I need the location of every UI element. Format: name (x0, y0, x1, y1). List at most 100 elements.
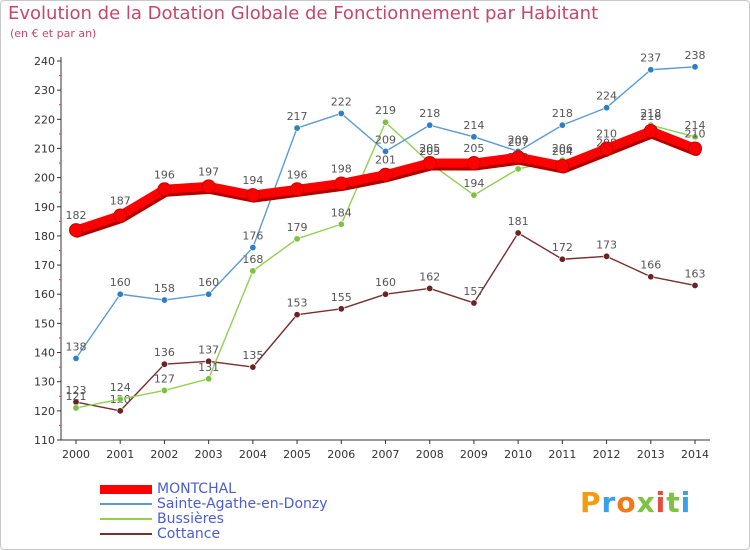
data-label: 160 (375, 276, 396, 289)
data-point (514, 165, 522, 173)
data-point (691, 281, 699, 289)
data-label: 137 (198, 343, 219, 356)
data-point (555, 158, 570, 173)
logo-letter: i (655, 486, 667, 519)
data-label: 194 (463, 177, 484, 190)
x-tick-label: 2010 (504, 448, 532, 461)
y-tick-label: 140 (34, 347, 55, 360)
y-tick-label: 170 (34, 259, 55, 272)
data-point (116, 290, 124, 298)
logo-letter: o (616, 486, 637, 519)
data-point (643, 123, 658, 138)
x-tick-label: 2003 (195, 448, 223, 461)
data-label: 179 (287, 221, 308, 234)
data-point (688, 141, 702, 156)
x-tick-label: 2002 (150, 448, 178, 461)
legend-swatch (100, 503, 152, 505)
data-point (337, 220, 345, 228)
data-point (69, 223, 83, 238)
data-point (116, 407, 124, 415)
data-label: 207 (508, 136, 529, 149)
data-point (337, 305, 345, 313)
data-label: 209 (508, 133, 529, 146)
data-point (511, 150, 526, 165)
data-point (603, 252, 611, 260)
data-point (334, 176, 349, 191)
data-label: 138 (66, 340, 87, 353)
x-tick-label: 2014 (681, 448, 709, 461)
data-label: 181 (508, 215, 529, 228)
data-label: 163 (685, 267, 706, 280)
data-label: 216 (640, 110, 661, 123)
legend-swatch (100, 518, 152, 520)
data-point (249, 244, 257, 252)
data-point (647, 66, 655, 74)
x-tick-label: 2006 (327, 448, 355, 461)
data-point (422, 156, 437, 171)
data-point (691, 133, 699, 141)
data-point (245, 188, 260, 203)
data-point (647, 273, 655, 281)
data-label: 153 (287, 297, 308, 310)
data-label: 206 (552, 142, 573, 155)
data-point (558, 121, 566, 129)
data-label: 196 (287, 168, 308, 181)
data-label: 168 (242, 253, 263, 266)
logo-letter: P (580, 486, 602, 519)
logo-letter: t (666, 486, 681, 519)
data-label: 218 (419, 107, 440, 120)
data-label: 124 (110, 381, 131, 394)
data-point (72, 354, 80, 362)
data-point (249, 363, 257, 371)
data-label: 136 (154, 346, 175, 359)
data-label: 166 (640, 259, 661, 272)
chart-title: Evolution de la Dotation Globale de Fonc… (8, 3, 599, 24)
data-point (337, 109, 345, 117)
y-tick-label: 240 (34, 55, 55, 68)
x-tick-label: 2013 (637, 448, 665, 461)
data-point (381, 118, 389, 126)
legend-label: Sainte-Agathe-en-Donzy (157, 496, 328, 512)
data-point (157, 182, 172, 197)
data-point (160, 386, 168, 394)
data-label: 205 (463, 142, 484, 155)
data-label: 224 (596, 90, 617, 103)
data-point (293, 311, 301, 319)
x-tick-label: 2005 (283, 448, 311, 461)
data-point (201, 179, 216, 194)
y-tick-label: 190 (34, 201, 55, 214)
data-label: 196 (154, 168, 175, 181)
data-label: 218 (640, 107, 661, 120)
data-label: 162 (419, 270, 440, 283)
data-point (470, 299, 478, 307)
data-point (116, 395, 124, 403)
data-label: 123 (66, 384, 87, 397)
data-label: 218 (552, 107, 573, 120)
data-point (113, 208, 128, 223)
data-label: 222 (331, 95, 352, 108)
logo-letter: i (680, 486, 692, 519)
data-label: 187 (110, 195, 131, 208)
data-label: 219 (375, 104, 396, 117)
data-label: 214 (463, 119, 484, 132)
data-label: 210 (596, 127, 617, 140)
x-tick-label: 2004 (239, 448, 267, 461)
data-point (381, 290, 389, 298)
data-label: 205 (419, 142, 440, 155)
data-label: 182 (66, 209, 87, 222)
data-label: 205 (419, 145, 440, 158)
data-label: 237 (640, 52, 661, 65)
data-point (470, 191, 478, 199)
data-point (160, 360, 168, 368)
series-cottance: 1231201361371351531551601621571811721731… (66, 215, 706, 415)
y-tick-label: 160 (34, 288, 55, 301)
x-tick-label: 2001 (106, 448, 134, 461)
data-label: 198 (331, 162, 352, 175)
data-label: 172 (552, 241, 573, 254)
legend-label: Cottance (157, 526, 221, 542)
data-label: 217 (287, 110, 308, 123)
y-tick-label: 220 (34, 113, 55, 126)
data-label: 210 (685, 127, 706, 140)
x-tick-label: 2008 (416, 448, 444, 461)
